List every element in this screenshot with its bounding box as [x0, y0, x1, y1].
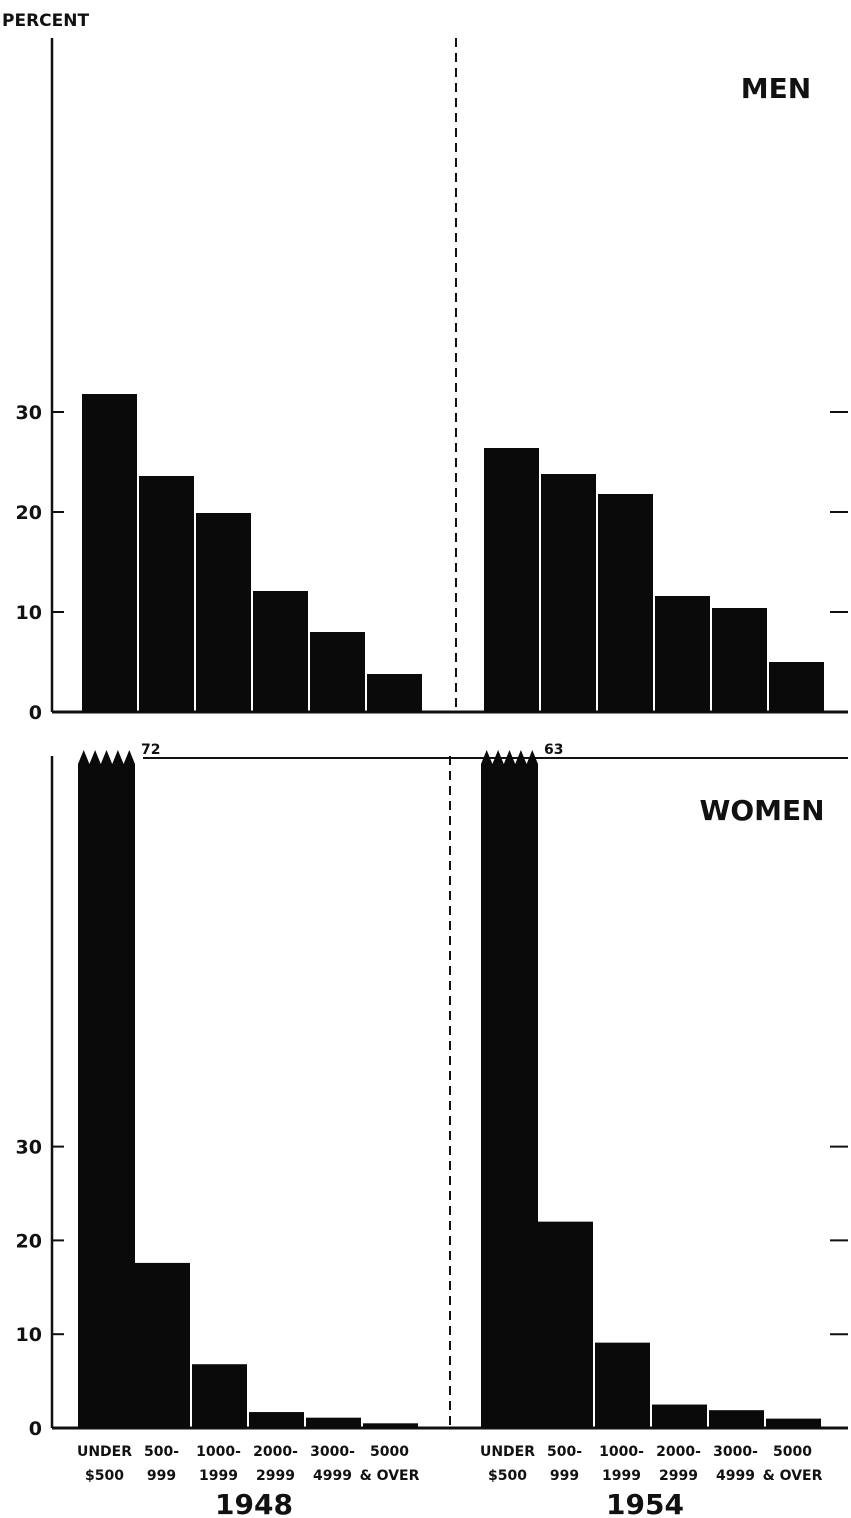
women-ytick-label: 30 [16, 1137, 42, 1159]
y-axis-label: PERCENT [2, 11, 89, 31]
women-ytick-label: 10 [16, 1324, 42, 1346]
category-label-line2: 999 [550, 1468, 579, 1484]
category-label-line1: 1000- [196, 1444, 241, 1460]
women-ytick-label: 20 [16, 1230, 42, 1252]
men-bar-1954-2 [598, 494, 653, 712]
women-ytick-label: 0 [29, 1418, 42, 1440]
category-label-line1: 2000- [656, 1444, 701, 1460]
category-label-line1: 5000 [370, 1444, 409, 1460]
men-bar-1948-4 [310, 632, 365, 712]
men-panel-label: MEN [741, 72, 811, 105]
women-overflow-label-1954: 63 [544, 742, 563, 758]
women-bar-1954-4 [709, 1410, 764, 1428]
women-overflow-label-1948: 72 [141, 742, 160, 758]
men-bar-1948-2 [196, 513, 251, 712]
women-panel-label: WOMEN [699, 794, 824, 827]
women-bar-1954-0 [481, 750, 538, 1428]
category-label-line1: 500- [547, 1444, 582, 1460]
men-ytick-label: 30 [16, 402, 42, 424]
men-bar-1948-0 [82, 394, 137, 712]
men-bar-1954-1 [541, 474, 596, 712]
category-label-line1: 3000- [713, 1444, 758, 1460]
category-label-line2: 4999 [313, 1468, 352, 1484]
category-label-line2: $500 [488, 1468, 527, 1484]
year-label-1954: 1954 [606, 1488, 684, 1518]
women-bar-1948-0 [78, 750, 135, 1428]
men-bar-1954-4 [712, 608, 767, 712]
category-label-line2: 1999 [199, 1468, 238, 1484]
category-label-line2: 999 [147, 1468, 176, 1484]
category-label-line1: 2000- [253, 1444, 298, 1460]
women-bar-1948-4 [306, 1417, 361, 1428]
women-bar-1954-1 [538, 1221, 593, 1428]
category-label-line2: 1999 [602, 1468, 641, 1484]
category-label-line2: 2999 [256, 1468, 295, 1484]
men-ytick-label: 0 [29, 702, 42, 724]
women-bar-1948-2 [192, 1364, 247, 1428]
women-bar-1954-2 [595, 1342, 650, 1428]
men-bar-1954-5 [769, 662, 824, 712]
men-bar-1948-1 [139, 476, 194, 712]
category-label-line2: $500 [85, 1468, 124, 1484]
category-label-line1: 3000- [310, 1444, 355, 1460]
category-label-line1: UNDER [77, 1444, 132, 1460]
men-bar-1954-0 [484, 448, 539, 712]
category-label-line1: 500- [144, 1444, 179, 1460]
women-bar-1954-3 [652, 1404, 707, 1428]
category-label-line2: & OVER [763, 1468, 823, 1484]
men-bar-1954-3 [655, 596, 710, 712]
year-label-1948: 1948 [215, 1488, 293, 1518]
men-bar-1948-3 [253, 591, 308, 712]
women-bar-1948-1 [135, 1262, 190, 1428]
category-label-line2: & OVER [360, 1468, 420, 1484]
category-label-line2: 2999 [659, 1468, 698, 1484]
men-ytick-label: 10 [16, 602, 42, 624]
women-bar-1954-5 [766, 1418, 821, 1428]
category-label-line2: 4999 [716, 1468, 755, 1484]
women-bar-1948-5 [363, 1423, 418, 1428]
men-ytick-label: 20 [16, 502, 42, 524]
category-label-line1: 5000 [773, 1444, 812, 1460]
men-bar-1948-5 [367, 674, 422, 712]
category-label-line1: 1000- [599, 1444, 644, 1460]
category-label-line1: UNDER [480, 1444, 535, 1460]
women-bar-1948-3 [249, 1412, 304, 1428]
